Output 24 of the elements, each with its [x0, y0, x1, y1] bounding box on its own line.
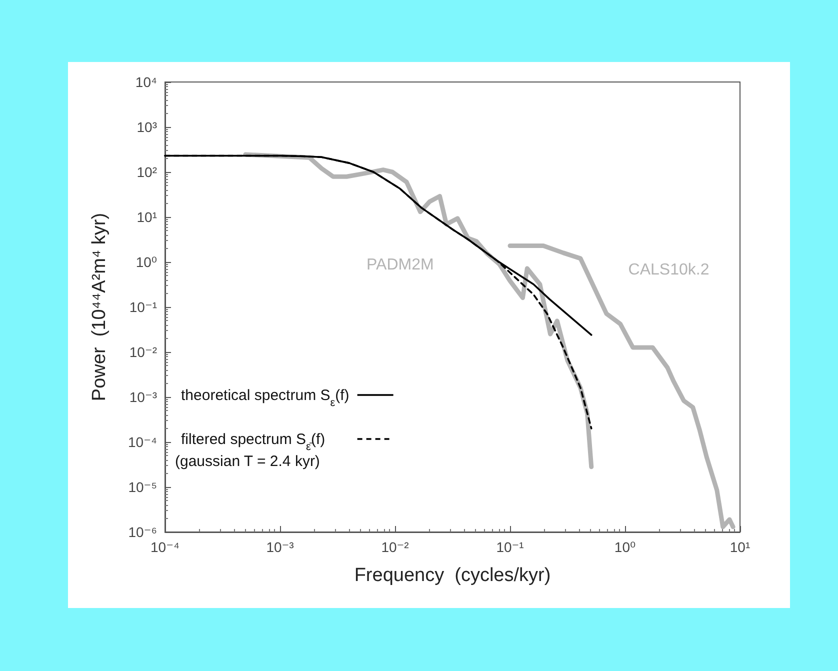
y-tick-label: 10⁻¹ — [129, 299, 158, 315]
text: CALS10k.2 — [628, 261, 710, 278]
y-tick-label: 10⁰ — [136, 254, 158, 270]
x-tick-label: 10⁻³ — [266, 539, 294, 555]
y-tick-label: 10⁻⁵ — [128, 479, 157, 495]
y-tick-label: 10⁻⁶ — [128, 524, 157, 540]
y-axis-title: Power (10⁴⁴A²m⁴ kyr) — [89, 212, 110, 402]
y-tick-label: 10¹ — [136, 209, 158, 225]
y-tick-label: 10⁻⁴ — [128, 434, 157, 450]
y-tick-label: 10³ — [136, 119, 158, 135]
x-tick-label: 10⁰ — [614, 539, 636, 555]
x-tick-label: 10⁻⁴ — [150, 539, 180, 555]
legend-label: theoretical spectrum S$_{ε}$(f) — [181, 387, 350, 409]
x-axis-title: Frequency (cycles/kyr) — [354, 565, 551, 586]
x-tick-label: 10⁻² — [381, 539, 410, 555]
x-tick-label: 10⁻¹ — [496, 539, 524, 555]
x-tick-label: 10¹ — [730, 539, 750, 555]
y-tick-label: 10⁻³ — [129, 389, 158, 405]
y-tick-label: 10⁴ — [135, 74, 157, 90]
text: PADM2M — [366, 256, 434, 274]
y-tick-label: 10² — [136, 164, 158, 180]
annotation: (gaussian T = 2.4 kyr) — [175, 453, 320, 470]
y-tick-label: 10⁻² — [129, 344, 158, 360]
legend-label: filtered spectrum S$_{ε̄}$(f) — [181, 431, 326, 453]
